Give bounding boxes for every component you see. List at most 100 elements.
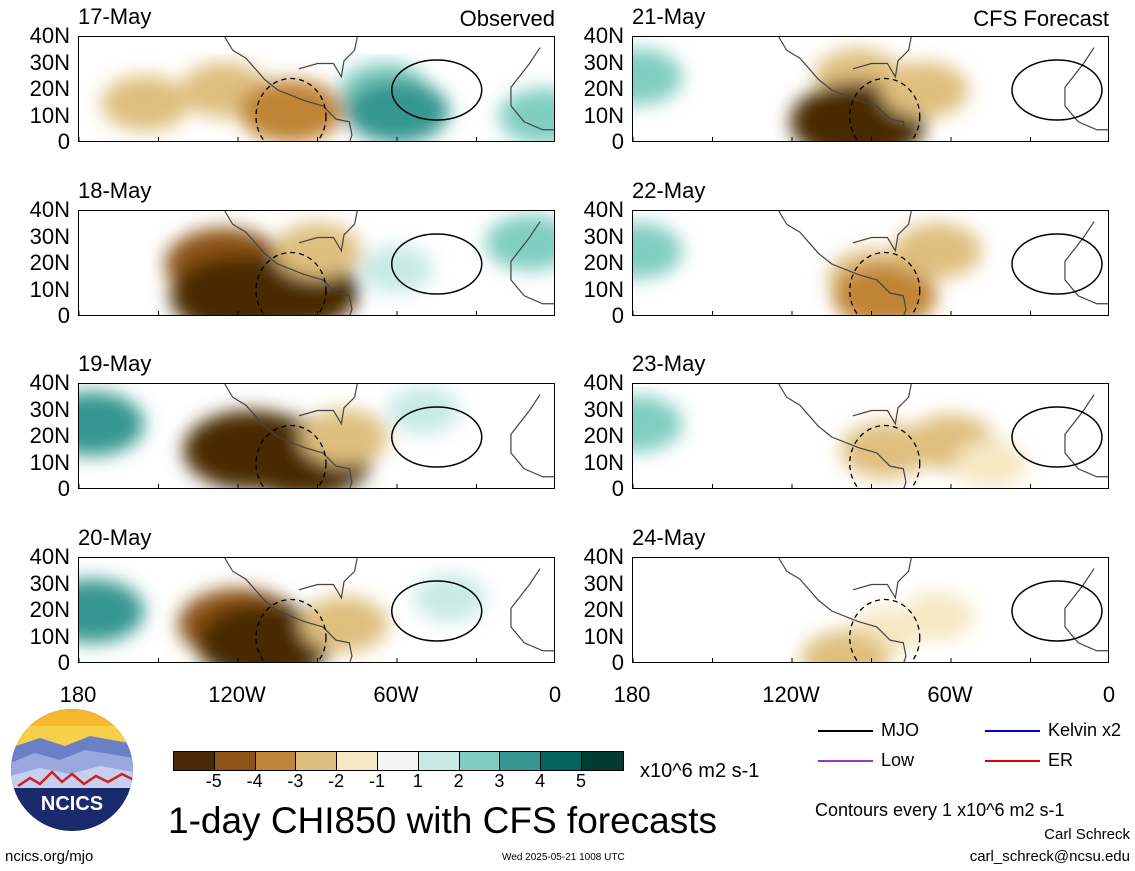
- coastline: [1064, 47, 1108, 131]
- colorbar-swatch: [255, 752, 297, 770]
- y-tick-label: 40N: [29, 544, 70, 569]
- y-tick-label: 0: [611, 129, 624, 154]
- y-tick-label: 0: [57, 476, 70, 501]
- anomaly-blob: [273, 222, 362, 279]
- y-tick-label: 40N: [583, 23, 624, 48]
- anomaly-blob: [300, 409, 388, 465]
- panel-date: 20-May: [78, 525, 152, 550]
- x-tick-label: 60W: [373, 682, 419, 707]
- colorbar-swatch: [500, 752, 542, 770]
- colorbar-swatch: [214, 752, 256, 770]
- y-tick-label: 30N: [583, 570, 624, 596]
- y-tick-label: 20N: [29, 597, 70, 622]
- anomaly-blob: [633, 222, 683, 279]
- coastline: [852, 558, 912, 600]
- colorbar-swatch: [459, 752, 501, 770]
- coastline: [1064, 394, 1108, 478]
- anomaly-blob: [79, 579, 145, 643]
- y-tick-label: 20N: [29, 423, 70, 448]
- y-tick-label: 40N: [583, 370, 624, 395]
- panel-date: 24-May: [632, 525, 706, 550]
- x-tick-label: 120W: [762, 682, 820, 707]
- mjo-contour-negative: [255, 598, 327, 662]
- legend-entry: Low: [818, 750, 914, 771]
- colorbar-swatch: [174, 752, 215, 770]
- anomaly-blob: [498, 88, 554, 141]
- legend-line-swatch: [818, 729, 873, 732]
- y-tick-label: 30N: [583, 223, 624, 249]
- coastline: [298, 37, 358, 79]
- y-tick-label: 10N: [583, 623, 624, 649]
- colorbar-label: 5: [575, 771, 586, 791]
- anomaly-blob: [101, 75, 190, 132]
- mjo-contour-negative: [849, 251, 921, 315]
- coastline: [1064, 221, 1108, 305]
- colorbar-label: -2: [328, 771, 345, 791]
- y-tick-label: 30N: [29, 49, 70, 75]
- mjo-contour-negative: [849, 77, 921, 141]
- coastline: [778, 558, 907, 662]
- contour-note: Contours every 1 x10^6 m2 s-1: [815, 800, 1065, 820]
- anomaly-blob: [901, 592, 974, 641]
- panel-date: 21-May: [632, 4, 706, 29]
- colorbar-label: -3: [287, 771, 304, 791]
- legend-line-swatch: [985, 759, 1040, 762]
- y-tick-label: 40N: [29, 197, 70, 222]
- y-tick-label: 40N: [29, 23, 70, 48]
- anomaly-blob: [840, 422, 929, 479]
- mjo-contour: [1011, 580, 1103, 642]
- legend-label: ER: [1048, 750, 1074, 770]
- anomaly-map: [632, 36, 1109, 142]
- y-tick-label: 0: [611, 650, 624, 675]
- panel-date: 19-May: [78, 351, 152, 376]
- legend-entry: Kelvin x2: [985, 720, 1121, 741]
- anomaly-map: [78, 210, 555, 316]
- mjo-contour: [391, 406, 483, 468]
- map-svg: [79, 558, 554, 662]
- coastline: [510, 47, 554, 131]
- y-tick-label: 0: [57, 303, 70, 328]
- y-tick-label: 0: [57, 650, 70, 675]
- map-svg: [79, 211, 554, 315]
- colorbar-label: -1: [368, 771, 385, 791]
- timestamp: Wed 2025-05-21 1008 UTC: [502, 852, 625, 863]
- ncics-logo: NCICS: [10, 708, 134, 832]
- y-tick-label: 40N: [29, 370, 70, 395]
- y-tick-label: 0: [611, 303, 624, 328]
- map-svg: [633, 558, 1108, 662]
- colorbar-label: 1: [412, 771, 423, 791]
- anomaly-map: [78, 36, 555, 142]
- colorbar-swatch: [581, 752, 623, 770]
- anomaly-blob: [79, 391, 145, 456]
- coastline: [852, 384, 912, 426]
- anomaly-map: [78, 383, 555, 489]
- coastline: [778, 384, 907, 488]
- x-tick-label: 180: [613, 682, 651, 707]
- map-svg: [633, 211, 1108, 315]
- map-svg: [633, 384, 1108, 488]
- anomaly-blob: [880, 62, 969, 118]
- anomaly-blob: [893, 222, 982, 279]
- anomaly-blob: [414, 573, 486, 622]
- mjo-contour: [391, 233, 483, 295]
- author-email: carl_schreck@ncsu.edu: [969, 848, 1130, 865]
- y-tick-label: 20N: [583, 76, 624, 101]
- anomaly-map: [632, 383, 1109, 489]
- anomaly-map: [78, 557, 555, 663]
- colorbar-swatch: [296, 752, 338, 770]
- coastline: [510, 568, 554, 652]
- legend-label: Kelvin x2: [1048, 720, 1122, 740]
- colorbar-units: x10^6 m2 s-1: [640, 760, 760, 782]
- coastline: [298, 558, 358, 600]
- anomaly-blob: [633, 395, 683, 452]
- anomaly-blob: [633, 48, 683, 105]
- anomaly-blob: [239, 79, 343, 141]
- coastline: [510, 394, 554, 478]
- colorbar-label: 3: [494, 771, 505, 791]
- y-tick-label: 30N: [29, 570, 70, 596]
- y-tick-label: 10N: [583, 276, 624, 302]
- map-svg: [79, 37, 554, 141]
- panel-date: 18-May: [78, 178, 152, 203]
- mjo-contour: [1011, 59, 1103, 121]
- panel-source-tag: CFS Forecast: [973, 6, 1109, 31]
